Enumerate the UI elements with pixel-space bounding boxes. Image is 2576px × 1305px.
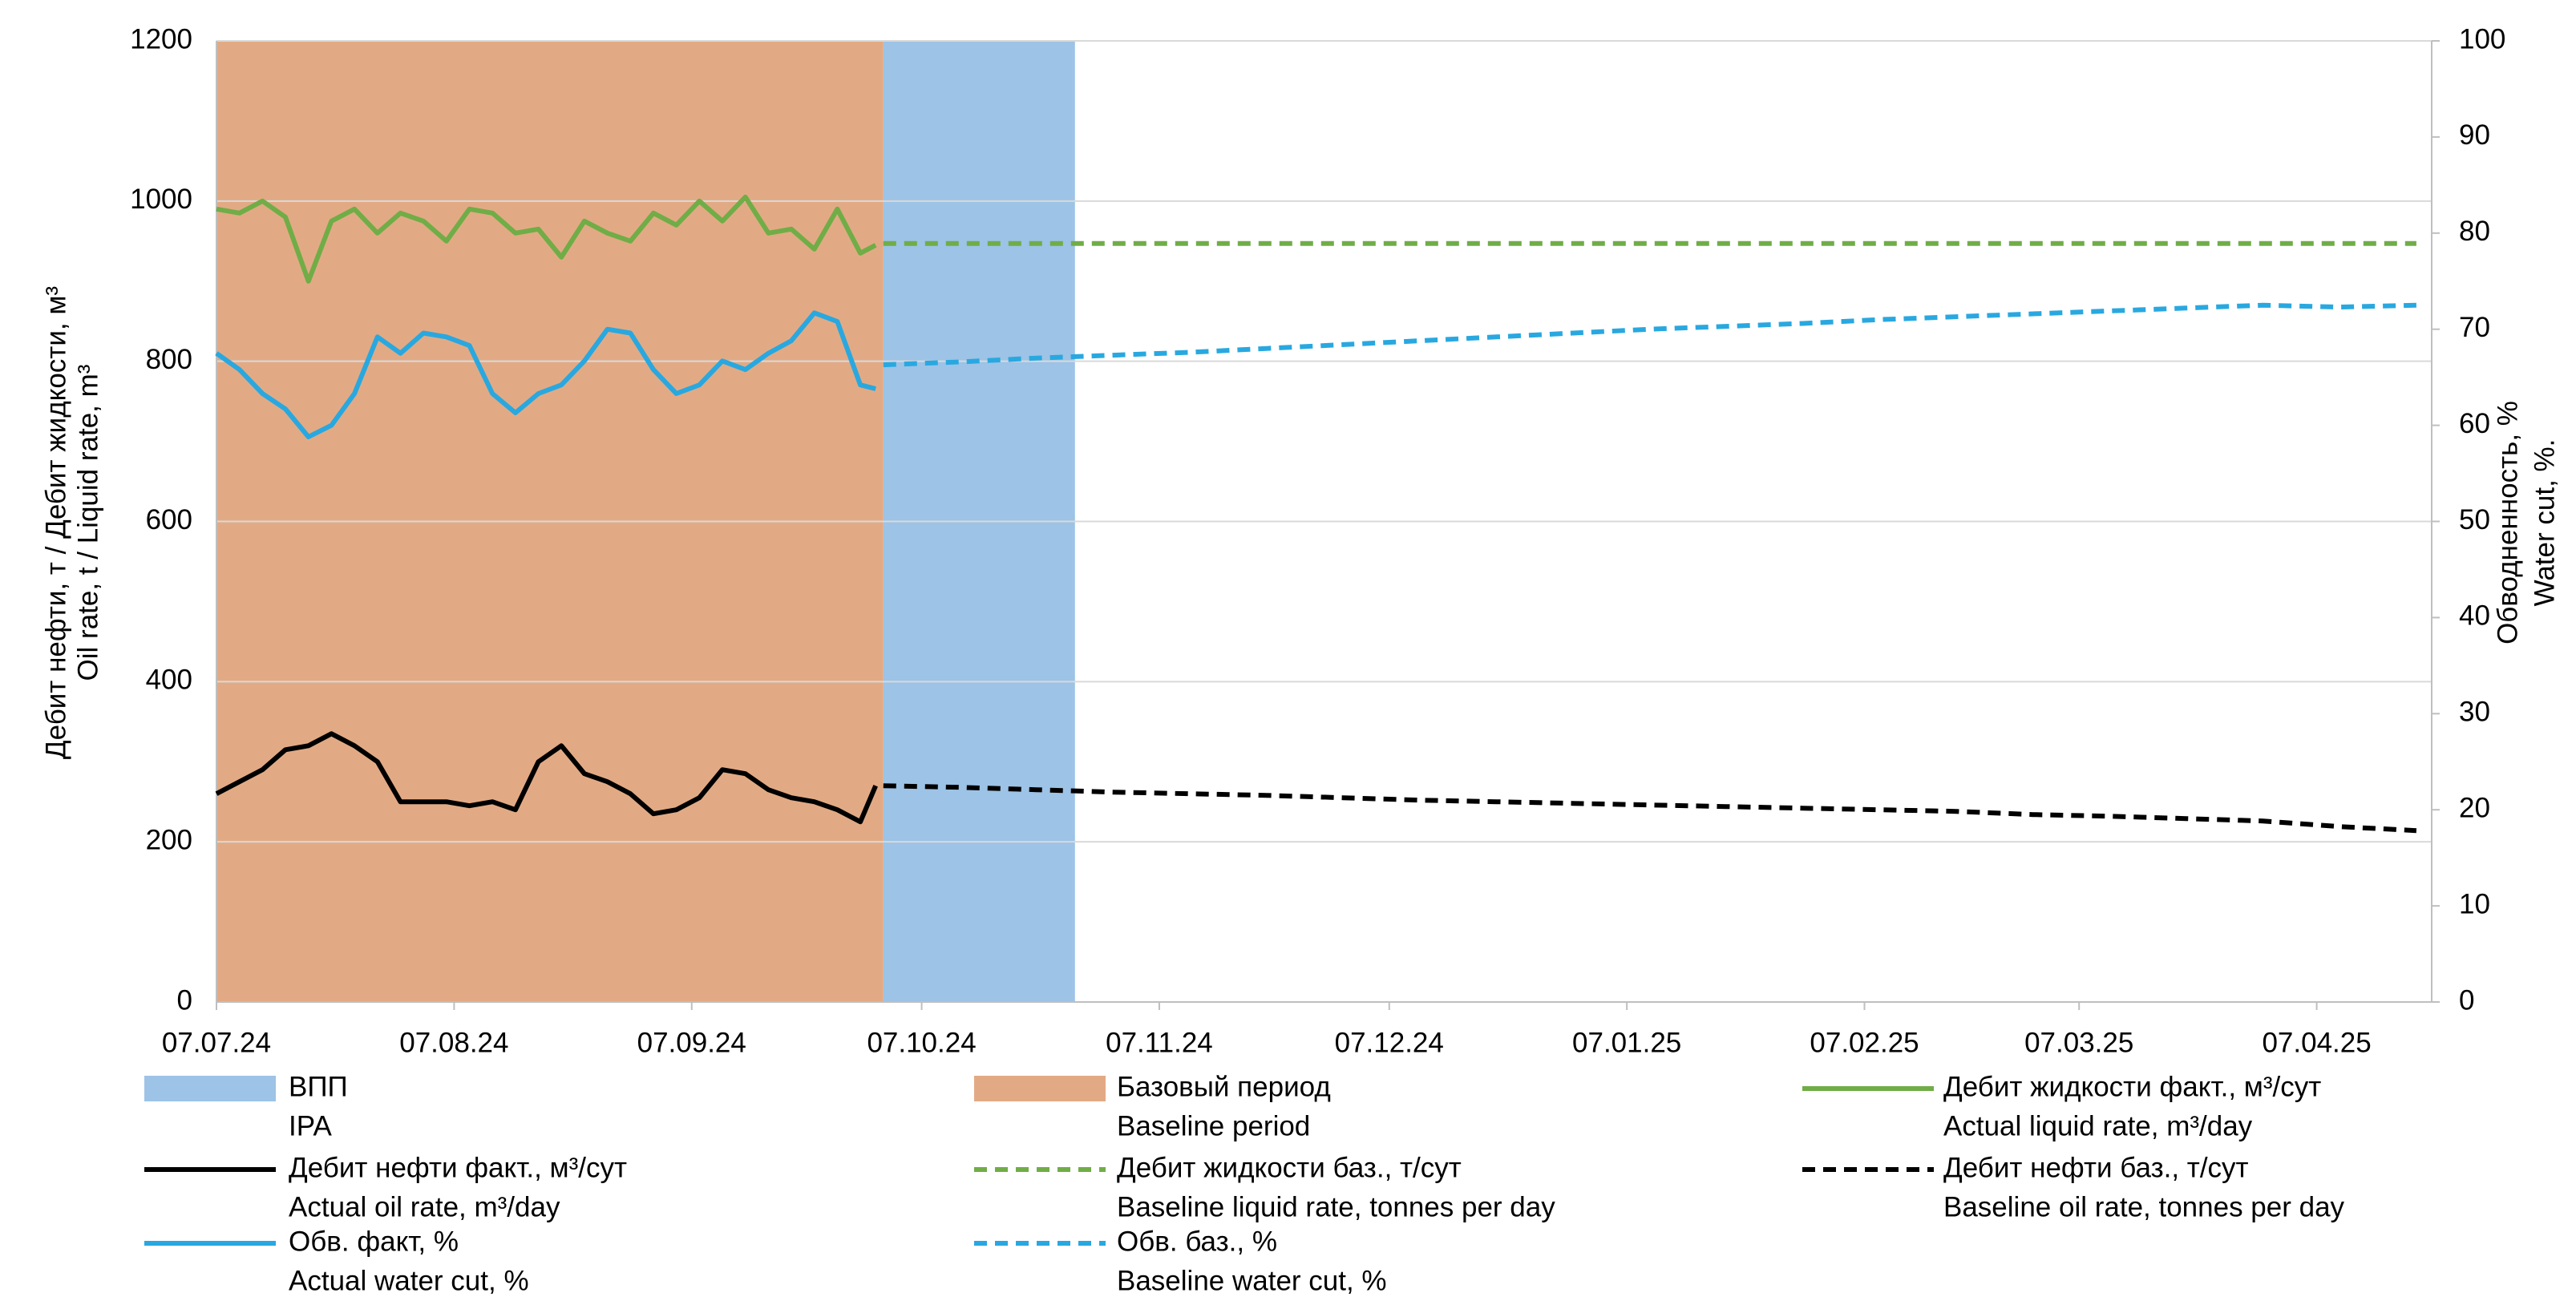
y-tick-label: 0: [177, 984, 192, 1016]
x-tick-label: 07.11.24: [1106, 1027, 1213, 1058]
legend-label: Дебит нефти факт., м³/сут: [289, 1152, 627, 1183]
legend-label: Дебит жидкости факт., м³/сут: [1943, 1071, 2321, 1102]
y2-tick-label: 90: [2459, 119, 2490, 151]
y2-axis-title: Обводненность, %: [2492, 401, 2523, 644]
x-tick-label: 07.01.25: [1572, 1027, 1681, 1058]
y2-tick-label: 10: [2459, 888, 2490, 919]
legend-label: Дебит нефти баз., т/сут: [1943, 1152, 2249, 1183]
x-tick-label: 07.08.24: [399, 1027, 508, 1058]
x-tick-label: 07.09.24: [637, 1027, 746, 1058]
y2-tick-label: 70: [2459, 312, 2490, 343]
y-tick-label: 1000: [130, 184, 192, 215]
y2-tick-label: 20: [2459, 792, 2490, 823]
y2-tick-label: 40: [2459, 600, 2490, 632]
x-tick-label: 07.10.24: [867, 1027, 976, 1058]
legend-label: ВПП: [289, 1071, 348, 1102]
x-tick-label: 07.04.25: [2262, 1027, 2371, 1058]
legend-label: IPA: [289, 1110, 332, 1141]
x-tick-label: 07.03.25: [2024, 1027, 2133, 1058]
y-tick-label: 800: [146, 344, 192, 375]
legend-swatch: [974, 1076, 1106, 1101]
legend-label: Baseline oil rate, tonnes per day: [1943, 1191, 2345, 1222]
legend-label: Обв. баз., %: [1117, 1226, 1277, 1257]
y2-tick-label: 30: [2459, 697, 2490, 728]
legend-label: Actual liquid rate, m³/day: [1943, 1110, 2253, 1141]
y-tick-label: 400: [146, 665, 192, 696]
legend-swatch: [144, 1076, 276, 1101]
legend-label: Baseline liquid rate, tonnes per day: [1117, 1191, 1555, 1222]
series-line: [883, 302, 2416, 368]
y-tick-label: 1200: [130, 23, 192, 55]
legend-label: Baseline period: [1117, 1110, 1310, 1141]
y2-tick-label: 50: [2459, 504, 2490, 535]
y-tick-label: 200: [146, 824, 192, 855]
y2-axis-title: Water cut, %.: [2529, 439, 2560, 607]
series-line: [215, 310, 876, 439]
series-line: [215, 731, 878, 825]
legend-label: Базовый период: [1117, 1071, 1331, 1102]
x-tick-label: 07.02.25: [1810, 1027, 1919, 1058]
x-tick-label: 07.12.24: [1335, 1027, 1444, 1058]
y2-tick-label: 100: [2459, 23, 2505, 55]
y-tick-label: 600: [146, 504, 192, 535]
y-axis-title: Oil rate, t / Liquid rate, m³: [72, 365, 103, 681]
series-line: [216, 194, 877, 284]
y2-tick-label: 60: [2459, 408, 2490, 439]
y2-tick-label: 0: [2459, 984, 2474, 1016]
y2-tick-label: 80: [2459, 216, 2490, 247]
legend-label: Дебит жидкости баз., т/сут: [1117, 1152, 1462, 1183]
y-axis-title: Дебит нефти, т / Дебит жидкости, м³: [40, 286, 71, 759]
legend-label: Baseline water cut, %: [1117, 1265, 1387, 1296]
x-tick-label: 07.07.24: [162, 1027, 271, 1058]
legend-label: Actual oil rate, m³/day: [289, 1191, 560, 1222]
legend-label: Actual water cut, %: [289, 1265, 529, 1296]
series-line: [883, 783, 2417, 834]
legend-label: Обв. факт, %: [289, 1226, 459, 1257]
